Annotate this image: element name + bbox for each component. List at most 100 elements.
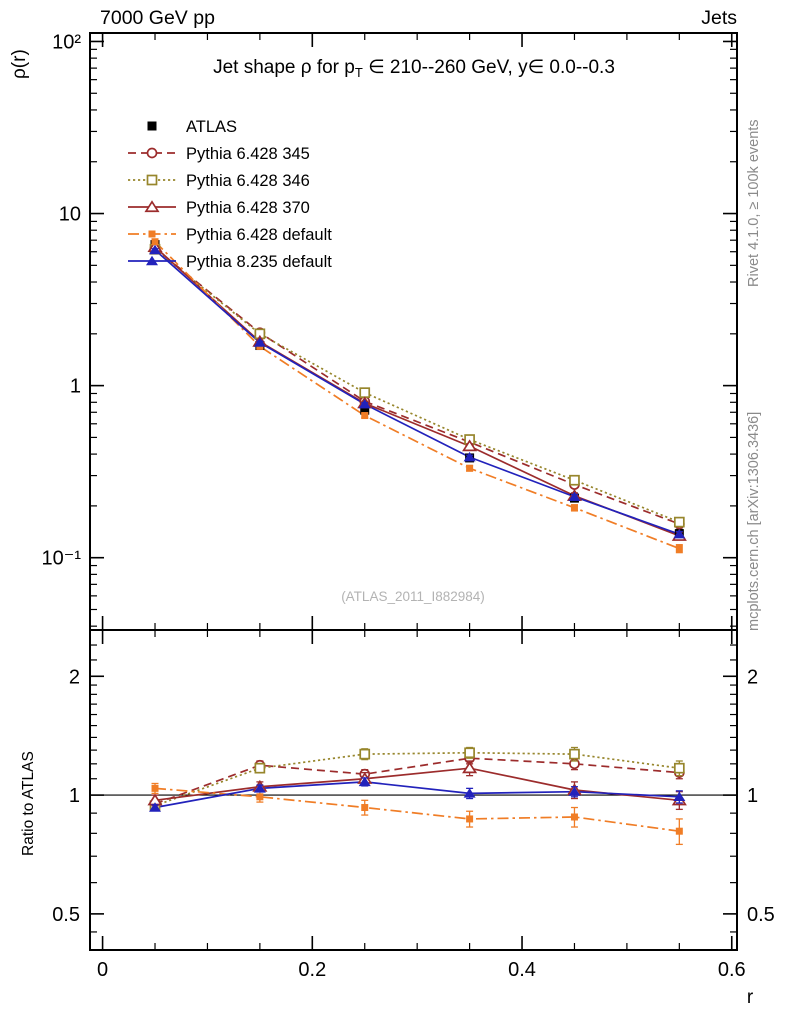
data-point-marker <box>466 464 474 472</box>
series-points-pythia-6-428-345 <box>149 243 685 810</box>
series-points-pythia-6-428-370 <box>147 240 687 811</box>
series-pythia-6-428-default <box>154 241 680 833</box>
data-point-marker <box>462 761 478 774</box>
x-tick-label: 0 <box>97 959 108 981</box>
y-tick-label-ratio-right: 2 <box>747 666 758 688</box>
legend-item: Pythia 6.428 346 <box>128 172 310 190</box>
data-point-marker <box>361 804 369 812</box>
y-tick-label-top: 10⁻¹ <box>42 548 82 570</box>
tick-labels: 0 0.2 0.4 0.6 10² 10 1 10⁻¹ 2 2 1 1 0.5 0.5 <box>42 31 775 981</box>
data-point-marker <box>673 791 686 802</box>
x-tick-label: 0.4 <box>508 959 536 981</box>
analysis-id-watermark: (ATLAS_2011_I882984) <box>341 589 485 604</box>
data-point-marker <box>361 412 369 420</box>
x-axis-label: r <box>747 987 754 1008</box>
series-pythia-6-428-346 <box>154 248 680 807</box>
analysis-type-label: Jets <box>701 7 737 29</box>
x-tick-label: 0.2 <box>298 959 326 981</box>
legend-item: ATLAS <box>147 118 237 136</box>
data-point-marker <box>146 174 158 186</box>
y-tick-label-top: 1 <box>70 376 81 398</box>
series-ratio-line <box>154 787 680 833</box>
data-point-marker <box>463 451 476 462</box>
data-point-marker <box>675 827 683 835</box>
y-axis-label-top: ρ(r) <box>9 49 30 79</box>
legend-item: Pythia 8.235 default <box>128 253 332 271</box>
data-point-marker <box>569 474 580 486</box>
data-point-marker <box>675 545 683 553</box>
data-point-marker <box>464 747 475 759</box>
data-point-marker <box>358 398 371 409</box>
data-point-marker <box>673 528 686 539</box>
ratio-panel-frame <box>89 629 738 951</box>
legend-item: Pythia 6.428 default <box>128 226 332 244</box>
series-points-pythia-6-428-346 <box>149 243 685 812</box>
data-point-marker <box>146 147 158 159</box>
legend-label: Pythia 6.428 default <box>186 226 332 244</box>
series-points-atlas <box>150 240 684 539</box>
series-line <box>154 248 680 523</box>
y-tick-label-ratio-right: 0.5 <box>747 904 775 926</box>
data-point-marker <box>570 813 578 821</box>
data-point-marker <box>570 504 578 512</box>
mcplots-reference-note: mcplots.cern.ch [arXiv:1306.3436] <box>746 412 762 631</box>
data-point-marker <box>254 762 266 774</box>
series-points-pythia-8-235-default <box>149 244 686 812</box>
data-point-marker <box>358 776 371 787</box>
series-pythia-8-235-default <box>154 249 680 809</box>
legend-label: Pythia 6.428 370 <box>186 199 310 217</box>
data-point-marker <box>466 815 474 823</box>
data-point-marker <box>253 783 266 793</box>
data-point-marker <box>256 793 264 801</box>
data-point-marker <box>151 238 159 246</box>
legend-label: Pythia 8.235 default <box>186 253 332 271</box>
series-pythia-6-428-370 <box>154 246 680 802</box>
series-line <box>154 247 680 525</box>
data-point-marker <box>359 748 371 760</box>
series-pythia-6-428-345 <box>154 247 680 805</box>
series-line <box>154 241 680 550</box>
plot-title: Jet shape ρ for pT ∈ 210--260 GeV, y∈ 0.… <box>213 57 615 80</box>
series-ratio-line <box>154 757 680 805</box>
data-point-marker <box>568 786 581 796</box>
legend-item: Pythia 6.428 345 <box>128 145 310 163</box>
legend-label: ATLAS <box>186 118 237 136</box>
series-ratio-line <box>154 781 680 809</box>
data-series <box>147 238 687 846</box>
series-points-pythia-6-428-default <box>151 238 683 846</box>
legend: ATLAS Pythia 6.428 345 Pythia 6.428 346 Pyt… <box>128 118 332 271</box>
data-point-marker <box>144 200 160 213</box>
legend-label: Pythia 6.428 346 <box>186 172 310 190</box>
data-point-marker <box>463 788 476 798</box>
y-axis-label-ratio: Ratio to ATLAS <box>20 751 37 856</box>
y-tick-label-ratio-left: 1 <box>69 785 80 807</box>
data-point-marker <box>673 762 685 774</box>
data-point-marker <box>568 491 581 501</box>
rivet-version-note: Rivet 4.1.0, ≥ 100k events <box>746 119 762 287</box>
series-ratio-line <box>154 751 680 807</box>
data-point-marker <box>253 337 266 347</box>
series-line <box>154 249 680 535</box>
data-point-marker <box>148 230 156 238</box>
data-point-marker <box>146 255 158 266</box>
data-point-marker <box>151 784 159 792</box>
series-line <box>154 246 680 537</box>
data-point-marker <box>462 439 478 452</box>
y-tick-label-ratio-left: 2 <box>69 666 80 688</box>
y-tick-label-ratio-right: 1 <box>747 785 758 807</box>
data-point-marker <box>673 516 685 528</box>
data-point-marker <box>569 748 580 760</box>
legend-item: Pythia 6.428 370 <box>128 199 310 217</box>
beam-energy-label: 7000 GeV pp <box>100 7 215 29</box>
data-point-marker <box>359 387 371 399</box>
data-point-marker <box>149 802 162 812</box>
data-point-marker <box>360 405 370 415</box>
data-point-marker <box>149 244 162 255</box>
x-tick-label: 0.6 <box>718 959 746 981</box>
y-tick-label-top: 10 <box>59 204 81 226</box>
y-tick-label-top: 10² <box>52 31 81 53</box>
data-point-marker <box>147 121 157 131</box>
legend-label: Pythia 6.428 345 <box>186 145 310 163</box>
